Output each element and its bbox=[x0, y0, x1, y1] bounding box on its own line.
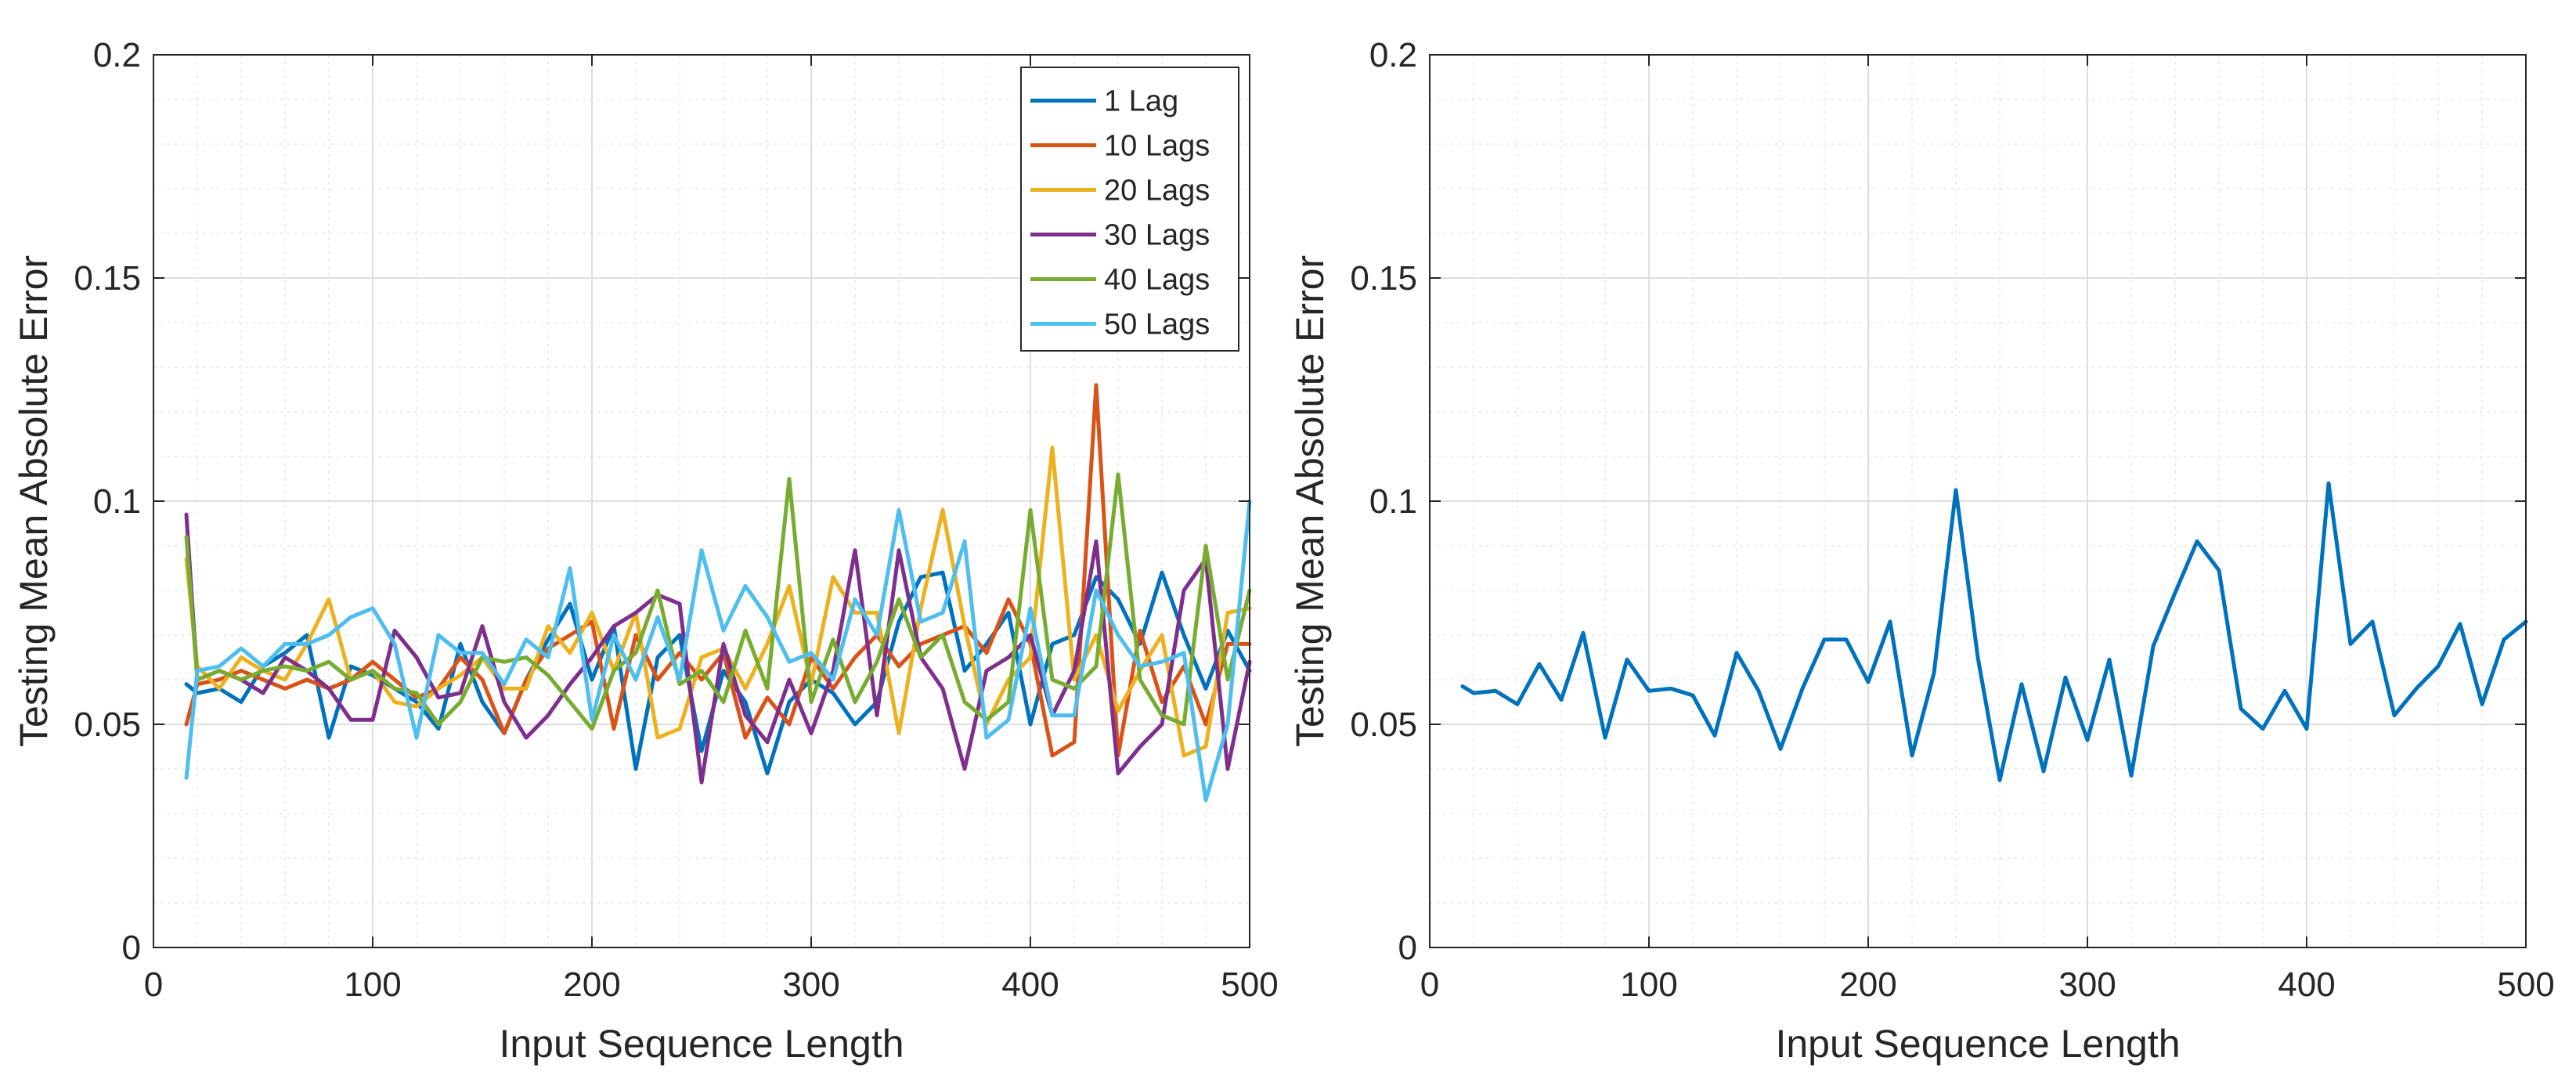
x-tick-label: 400 bbox=[1001, 965, 1059, 1004]
y-tick-label: 0.1 bbox=[1369, 482, 1417, 521]
x-axis-label: Input Sequence Length bbox=[1775, 1022, 2180, 1066]
axis-ticks: 0 100 200 300 400 500 0 0.05 0.1 0.15 0.2 bbox=[1350, 36, 2554, 1004]
series-line-50-lags bbox=[184, 499, 1252, 803]
x-axis-label: Input Sequence Length bbox=[499, 1022, 904, 1066]
series-line-main bbox=[1460, 481, 2528, 782]
x-tick-label: 300 bbox=[2058, 965, 2116, 1004]
chart-right-single-series: 0 100 200 300 400 500 0 0.05 0.1 0.15 0.2 Input Se… bbox=[1288, 36, 2555, 1066]
x-tick-label: 100 bbox=[1620, 965, 1677, 1004]
major-grid bbox=[1430, 55, 2526, 947]
x-tick-label: 200 bbox=[563, 965, 620, 1004]
x-tick-label: 500 bbox=[1221, 965, 1278, 1004]
series-lines bbox=[184, 383, 1252, 803]
y-tick-label: 0.1 bbox=[93, 482, 141, 521]
series-line-30-lags bbox=[184, 512, 1252, 785]
legend-entry-label: 50 Lags bbox=[1104, 309, 1210, 341]
legend-entry-label: 20 Lags bbox=[1104, 175, 1210, 208]
legend-entry-label: 30 Lags bbox=[1104, 219, 1210, 252]
y-tick-label: 0.2 bbox=[93, 36, 141, 74]
y-tick-label: 0 bbox=[1398, 929, 1417, 967]
legend-entry-label: 10 Lags bbox=[1104, 130, 1210, 163]
axis-ticks: 0 100 200 300 400 500 0 0.05 0.1 0.15 0.2 bbox=[74, 36, 1278, 1004]
y-axis-label: Testing Mean Absolute Error bbox=[12, 255, 56, 747]
series-lines bbox=[1460, 481, 2528, 782]
chart-left-multi-lag: 0 100 200 300 400 500 0 0.05 0.1 0.15 0.2 1 Lag 10 … bbox=[12, 36, 1279, 1066]
x-tick-label: 300 bbox=[782, 965, 839, 1004]
x-tick-label: 200 bbox=[1839, 965, 1896, 1004]
y-tick-label: 0.15 bbox=[1350, 259, 1417, 298]
series-line-40-lags bbox=[184, 472, 1252, 731]
x-tick-label: 500 bbox=[2497, 965, 2554, 1004]
legend-entry-label: 1 Lag bbox=[1104, 85, 1178, 118]
legend-entry-label: 40 Lags bbox=[1104, 264, 1210, 297]
y-tick-label: 0.2 bbox=[1369, 36, 1417, 74]
y-tick-label: 0.05 bbox=[1350, 706, 1417, 744]
x-tick-label: 0 bbox=[1420, 965, 1439, 1004]
y-tick-label: 0.15 bbox=[74, 259, 141, 298]
y-tick-label: 0 bbox=[122, 929, 141, 967]
x-tick-label: 0 bbox=[144, 965, 163, 1004]
legend: 1 Lag 10 Lags 20 Lags 30 Lags 40 Lags 50 Lags bbox=[1020, 67, 1239, 352]
x-tick-label: 400 bbox=[2278, 965, 2335, 1004]
y-tick-label: 0.05 bbox=[74, 706, 141, 744]
x-tick-label: 100 bbox=[344, 965, 401, 1004]
y-axis-label: Testing Mean Absolute Error bbox=[1288, 255, 1332, 747]
legend-box bbox=[1020, 67, 1239, 352]
